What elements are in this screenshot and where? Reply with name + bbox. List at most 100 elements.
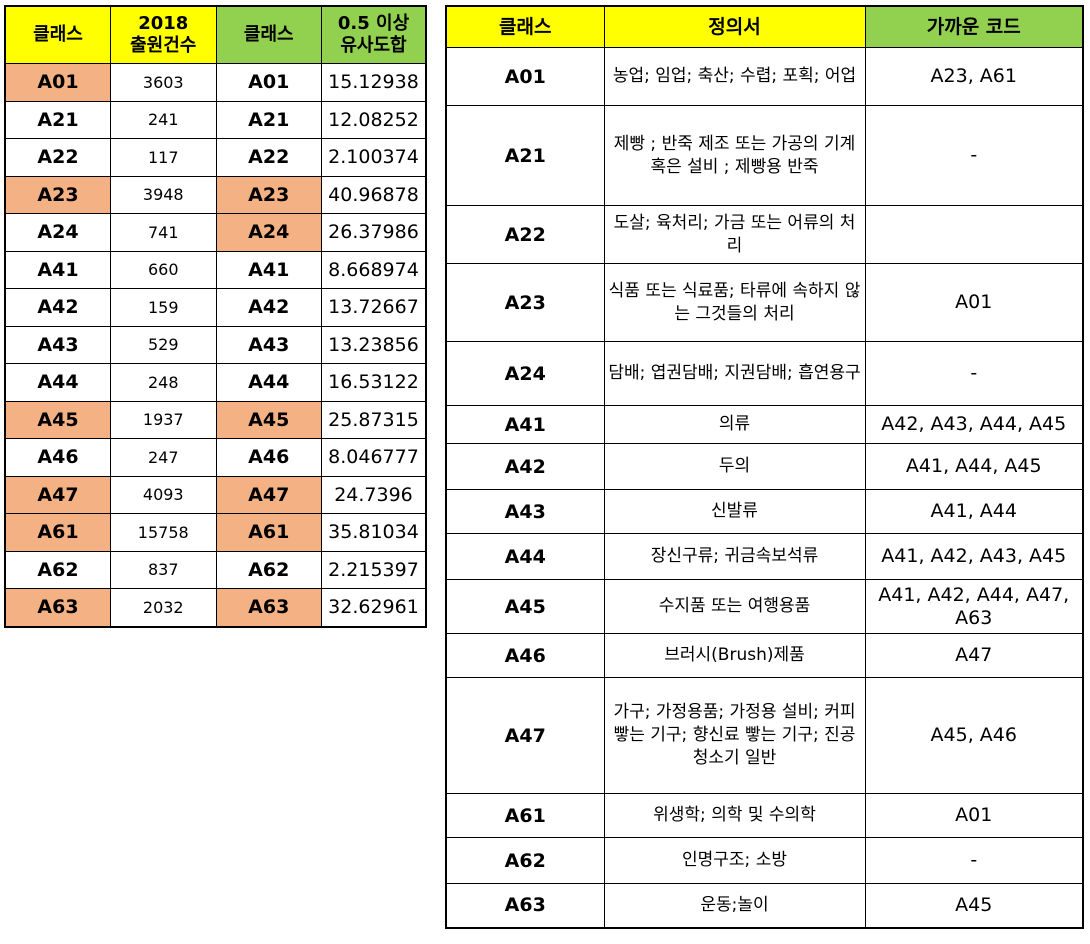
class-cell-2: A44 (216, 364, 322, 402)
table-row: A44장신구류; 귀금속보석류A41, A42, A43, A45 (446, 534, 1083, 580)
class-cell-2: A42 (216, 289, 322, 327)
definition-cell: 제빵 ; 반죽 제조 또는 가공의 기계 혹은 설비 ; 제빵용 반죽 (604, 106, 865, 206)
application-count-cell: 3948 (111, 176, 217, 214)
header-near-codes: 가까운 코드 (865, 6, 1083, 48)
class-definition-table: 클래스 정의서 가까운 코드 A01농업; 임업; 축산; 수렵; 포획; 어업… (445, 5, 1084, 929)
header-class-1: 클래스 (5, 6, 111, 64)
application-count-cell: 3603 (111, 64, 217, 102)
class-cell-2: A43 (216, 326, 322, 364)
table-row: A22117A222.100374 (5, 139, 426, 177)
definition-cell: 의류 (604, 406, 865, 444)
class-cell: A46 (446, 634, 604, 678)
left-table-header-row: 클래스 2018 출원건수 클래스 0.5 이상 유사도합 (5, 6, 426, 64)
class-cell-2: A21 (216, 101, 322, 139)
application-count-cell: 741 (111, 214, 217, 252)
near-codes-cell: A45 (865, 884, 1083, 928)
header-application-count: 2018 출원건수 (111, 6, 217, 64)
application-count-cell: 247 (111, 439, 217, 477)
class-cell: A61 (446, 794, 604, 838)
class-cell: A23 (446, 264, 604, 342)
definition-cell: 장신구류; 귀금속보석류 (604, 534, 865, 580)
table-row: A43529A4313.23856 (5, 326, 426, 364)
near-codes-cell: A45, A46 (865, 678, 1083, 794)
table-row: A22도살; 육처리; 가금 또는 어류의 처리 (446, 206, 1083, 264)
table-row: A41660A418.668974 (5, 251, 426, 289)
table-row: A46브러시(Brush)제품A47 (446, 634, 1083, 678)
application-count-cell: 117 (111, 139, 217, 177)
class-cell-2: A61 (216, 514, 322, 552)
table-row: A61위생학; 의학 및 수의학A01 (446, 794, 1083, 838)
class-cell: A22 (446, 206, 604, 264)
class-cell: A22 (5, 139, 111, 177)
class-cell-2: A46 (216, 439, 322, 477)
header-class-2: 클래스 (216, 6, 322, 64)
class-cell-2: A47 (216, 476, 322, 514)
application-count-cell: 248 (111, 364, 217, 402)
header-class: 클래스 (446, 6, 604, 48)
table-row: A42두의A41, A44, A45 (446, 444, 1083, 490)
class-cell-2: A45 (216, 401, 322, 439)
similarity-cell: 8.668974 (322, 251, 427, 289)
class-cell: A24 (446, 342, 604, 406)
near-codes-cell: A41, A44, A45 (865, 444, 1083, 490)
class-cell: A62 (446, 838, 604, 884)
table-row: A62837A622.215397 (5, 551, 426, 589)
similarity-cell: 32.62961 (322, 589, 427, 627)
header-definition: 정의서 (604, 6, 865, 48)
application-count-cell: 837 (111, 551, 217, 589)
similarity-cell: 2.100374 (322, 139, 427, 177)
table-row: A24담배; 엽권담배; 지권담배; 흡연용구- (446, 342, 1083, 406)
class-cell: A63 (5, 589, 111, 627)
class-cell: A24 (5, 214, 111, 252)
near-codes-cell: - (865, 838, 1083, 884)
application-count-cell: 529 (111, 326, 217, 364)
class-cell: A42 (5, 289, 111, 327)
application-count-cell: 2032 (111, 589, 217, 627)
table-row: A233948A2340.96878 (5, 176, 426, 214)
definition-cell: 가구; 가정용품; 가정용 설비; 커피 빻는 기구; 향신료 빻는 기구; 진… (604, 678, 865, 794)
class-cell: A62 (5, 551, 111, 589)
application-count-cell: 660 (111, 251, 217, 289)
class-cell: A41 (5, 251, 111, 289)
patent-count-similarity-table: 클래스 2018 출원건수 클래스 0.5 이상 유사도합 A013603A01… (4, 5, 427, 628)
application-count-cell: 241 (111, 101, 217, 139)
similarity-cell: 24.7396 (322, 476, 427, 514)
class-cell: A01 (5, 64, 111, 102)
table-row: A632032A6332.62961 (5, 589, 426, 627)
class-cell: A21 (5, 101, 111, 139)
similarity-cell: 16.53122 (322, 364, 427, 402)
similarity-cell: 13.72667 (322, 289, 427, 327)
right-table-header-row: 클래스 정의서 가까운 코드 (446, 6, 1083, 48)
table-row: A62인명구조; 소방- (446, 838, 1083, 884)
similarity-cell: 8.046777 (322, 439, 427, 477)
definition-cell: 도살; 육처리; 가금 또는 어류의 처리 (604, 206, 865, 264)
table-row: A47가구; 가정용품; 가정용 설비; 커피 빻는 기구; 향신료 빻는 기구… (446, 678, 1083, 794)
definition-cell: 신발류 (604, 490, 865, 534)
near-codes-cell: A01 (865, 794, 1083, 838)
class-cell-2: A62 (216, 551, 322, 589)
similarity-cell: 2.215397 (322, 551, 427, 589)
table-row: A45수지품 또는 여행용품A41, A42, A44, A47, A63 (446, 580, 1083, 634)
application-count-cell: 159 (111, 289, 217, 327)
class-cell: A42 (446, 444, 604, 490)
application-count-cell: 4093 (111, 476, 217, 514)
near-codes-cell: - (865, 342, 1083, 406)
table-row: A63운동;놀이A45 (446, 884, 1083, 928)
definition-cell: 수지품 또는 여행용품 (604, 580, 865, 634)
class-cell-2: A01 (216, 64, 322, 102)
class-cell: A01 (446, 48, 604, 106)
definition-cell: 인명구조; 소방 (604, 838, 865, 884)
definition-cell: 운동;놀이 (604, 884, 865, 928)
definition-cell: 브러시(Brush)제품 (604, 634, 865, 678)
class-cell: A47 (5, 476, 111, 514)
near-codes-cell: A01 (865, 264, 1083, 342)
near-codes-cell: A41, A44 (865, 490, 1083, 534)
class-cell-2: A41 (216, 251, 322, 289)
definition-cell: 위생학; 의학 및 수의학 (604, 794, 865, 838)
table-row: A6115758A6135.81034 (5, 514, 426, 552)
similarity-cell: 25.87315 (322, 401, 427, 439)
class-cell-2: A63 (216, 589, 322, 627)
definition-cell: 담배; 엽권담배; 지권담배; 흡연용구 (604, 342, 865, 406)
class-cell: A43 (5, 326, 111, 364)
similarity-cell: 15.12938 (322, 64, 427, 102)
